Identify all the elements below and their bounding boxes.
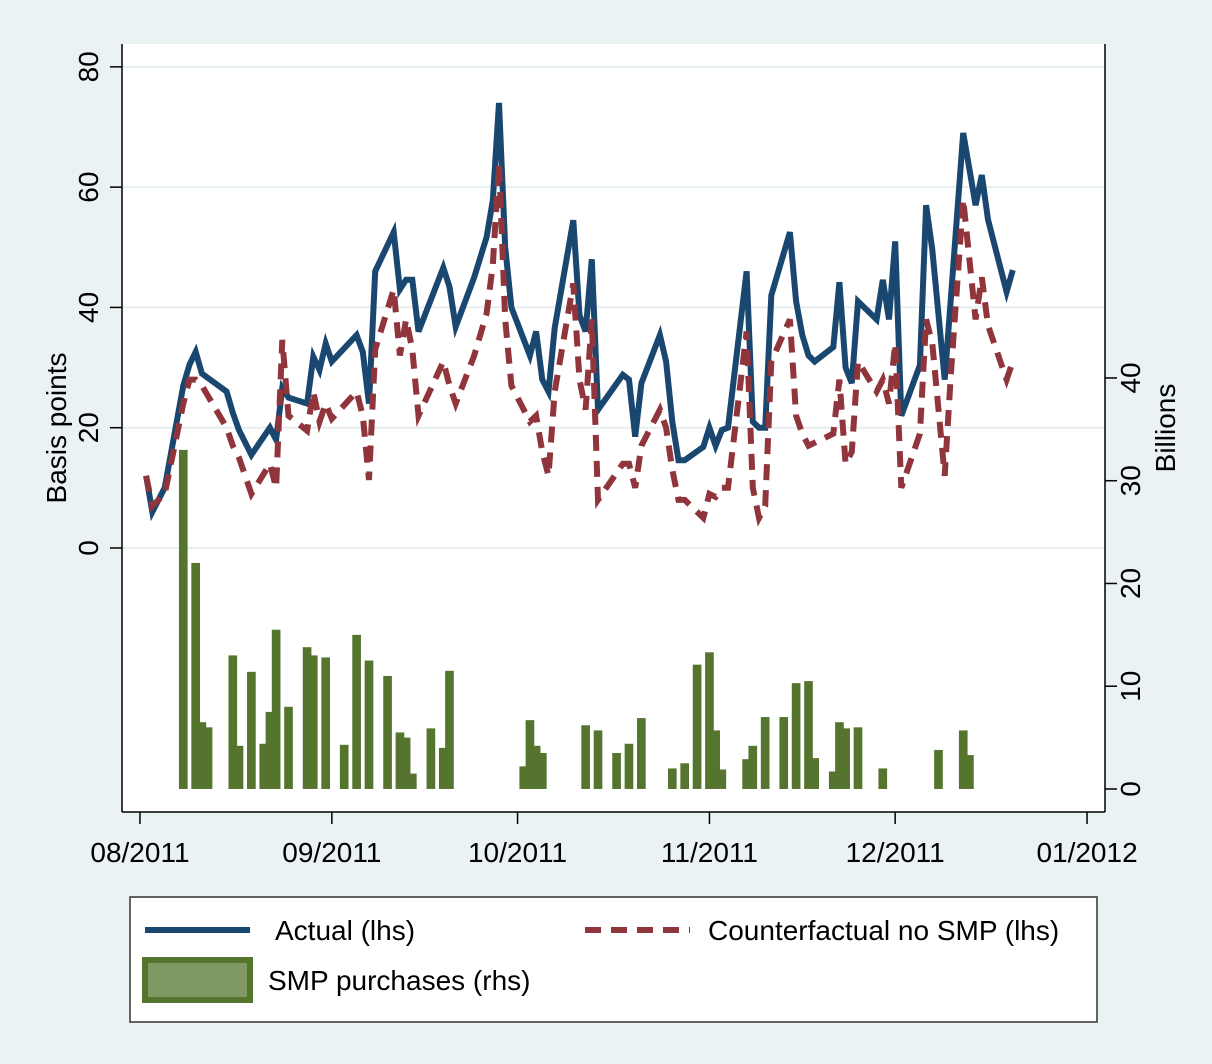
bar	[519, 766, 529, 789]
legend-label: Actual (lhs)	[275, 915, 415, 946]
bar	[426, 728, 436, 789]
bar	[853, 727, 863, 789]
bar	[383, 675, 392, 789]
y2-axis-title: Billions	[1150, 384, 1181, 473]
x-tick-label: 11/2011	[661, 837, 758, 868]
bar	[191, 562, 200, 789]
bar	[934, 749, 943, 789]
legend-label: SMP purchases (rhs)	[268, 965, 530, 996]
bar	[692, 664, 702, 789]
x-tick-label: 08/2011	[90, 837, 189, 868]
bar	[965, 755, 974, 789]
bar	[265, 711, 275, 789]
y-tick-label: 20	[73, 412, 104, 443]
bar	[637, 718, 646, 789]
bar	[228, 655, 238, 789]
bar	[804, 681, 813, 789]
x-tick-label: 10/2011	[468, 837, 567, 868]
bar	[711, 730, 720, 789]
bar	[234, 745, 244, 789]
bar	[581, 725, 590, 789]
y-tick-label: 80	[73, 51, 104, 82]
bar	[779, 717, 789, 789]
bar	[284, 706, 293, 789]
bar	[259, 743, 269, 789]
bar	[680, 763, 690, 789]
bar	[321, 657, 330, 789]
bar	[308, 655, 318, 789]
x-tick-label: 12/2011	[846, 837, 945, 868]
bar	[958, 730, 968, 789]
line	[143, 102, 1016, 522]
bar	[197, 722, 207, 789]
bar	[878, 768, 888, 789]
y2-tick-label: 10	[1115, 671, 1146, 702]
y2-tick-label: 0	[1115, 781, 1146, 797]
bar	[339, 744, 349, 789]
bar	[395, 732, 405, 789]
legend-label: Counterfactual no SMP (lhs)	[708, 915, 1059, 946]
bar	[841, 728, 850, 789]
bar	[445, 670, 454, 789]
y-tick-label: 40	[73, 292, 104, 323]
line	[143, 162, 1016, 527]
bar	[835, 722, 844, 789]
y2-tick-label: 40	[1115, 362, 1146, 393]
bar	[525, 720, 535, 789]
legend-swatch	[142, 957, 253, 1003]
bar	[247, 671, 256, 789]
y2-tick-label: 30	[1115, 465, 1146, 496]
y-axis-title: Basis points	[41, 353, 72, 504]
bar	[593, 730, 603, 789]
bar	[624, 743, 634, 789]
bar	[352, 634, 361, 789]
bar	[810, 758, 820, 789]
bar	[612, 753, 621, 789]
bar	[271, 629, 281, 789]
x-tick-label: 09/2011	[282, 837, 381, 868]
y-tick-label: 0	[73, 540, 104, 556]
bar	[705, 652, 714, 789]
bar	[717, 769, 727, 789]
y-tick-label: 60	[73, 172, 104, 203]
bar	[828, 771, 838, 789]
bar	[178, 449, 188, 789]
y2-tick-label: 20	[1115, 568, 1146, 599]
bar	[742, 759, 751, 789]
bar	[407, 773, 417, 789]
x-tick-label: 01/2012	[1036, 837, 1137, 868]
bar	[791, 683, 801, 789]
legend	[129, 896, 1098, 1023]
bar	[537, 753, 547, 789]
bar	[401, 737, 411, 789]
bar	[667, 768, 677, 789]
bar	[302, 647, 312, 789]
bar	[203, 727, 213, 789]
bar	[760, 717, 770, 789]
bar	[364, 660, 374, 789]
bar	[748, 745, 758, 789]
bar	[438, 747, 448, 789]
bar	[531, 745, 541, 789]
